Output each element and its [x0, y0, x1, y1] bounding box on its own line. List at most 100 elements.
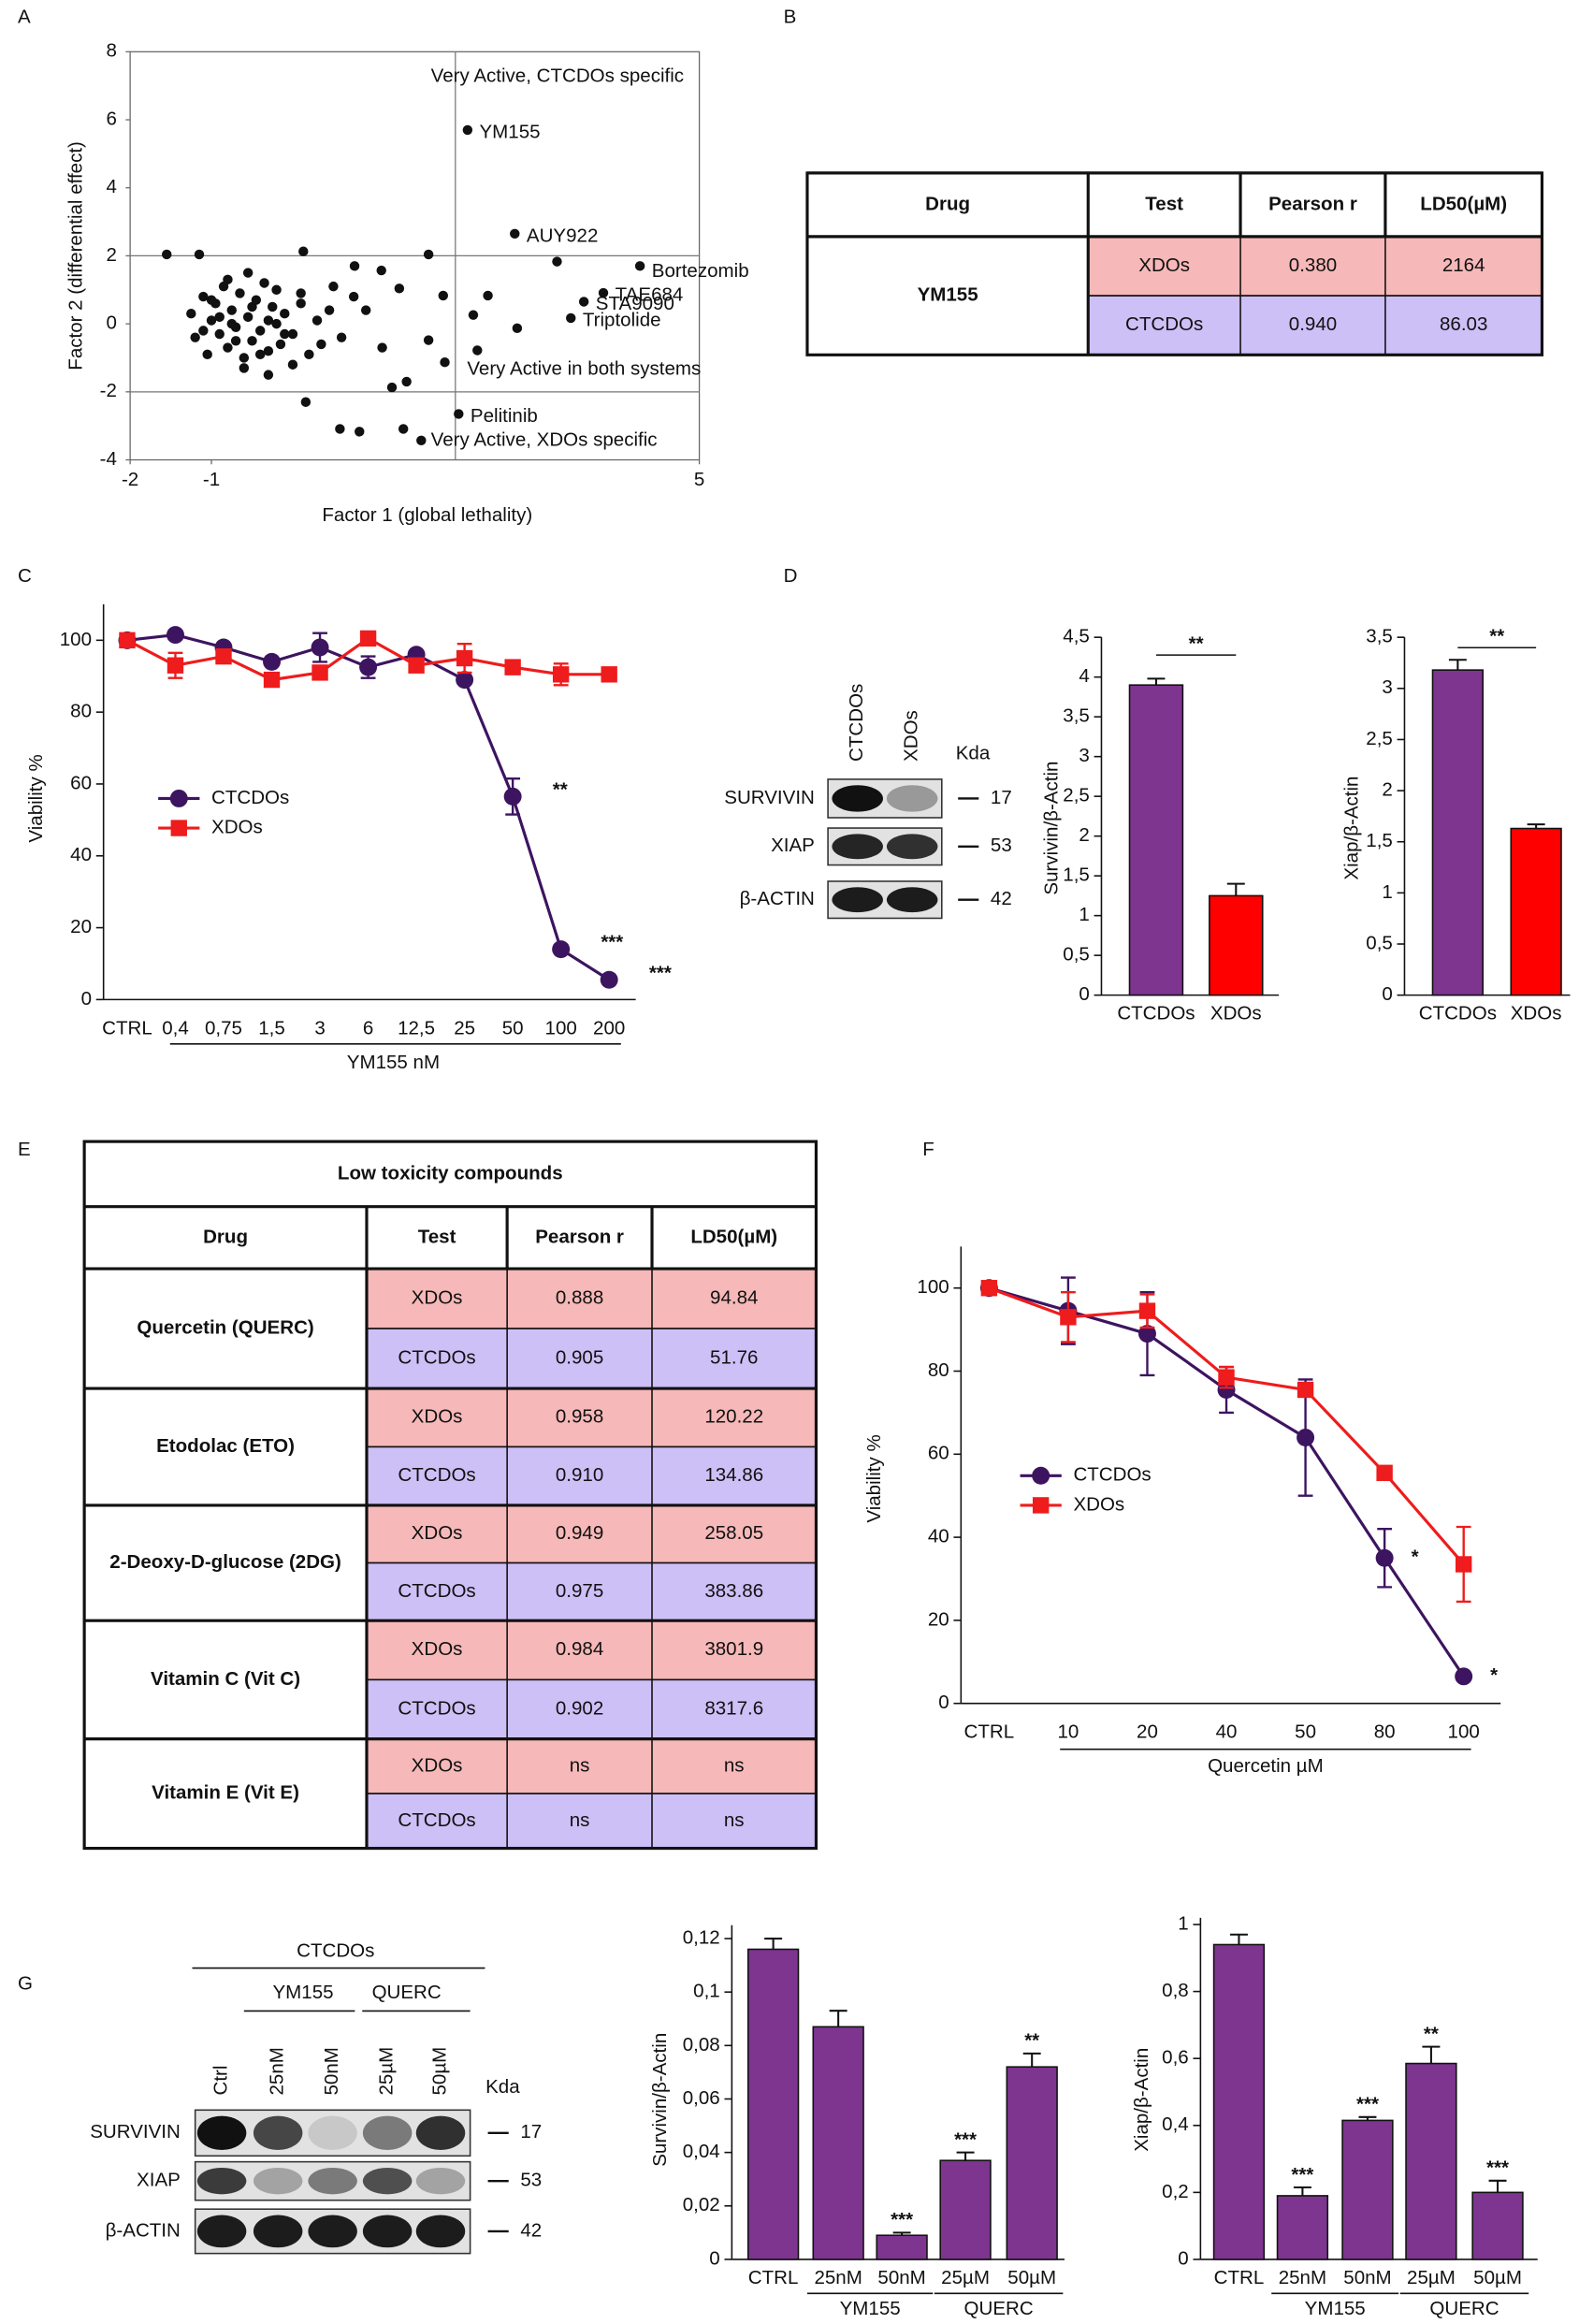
- marker: [1137, 1325, 1156, 1344]
- table-cell: 86.03: [1440, 313, 1487, 335]
- table-cell: XDOs: [412, 1638, 463, 1660]
- point: [247, 301, 257, 312]
- point: [296, 298, 306, 309]
- blot-band: [196, 2215, 247, 2248]
- lane-label: XDOs: [901, 710, 922, 762]
- point: [398, 424, 409, 434]
- table-cell: Quercetin (QUERC): [137, 1316, 313, 1338]
- legend-label: XDOs: [211, 816, 263, 837]
- significance: ***: [649, 962, 672, 983]
- point: [578, 297, 589, 307]
- point: [287, 328, 298, 340]
- point: [324, 305, 335, 315]
- marker: [1060, 1309, 1077, 1326]
- table-cell: 0.975: [556, 1580, 603, 1602]
- legend-marker: [1032, 1466, 1050, 1485]
- y-tick-label: 4,5: [1063, 626, 1090, 647]
- y-tick-label: 100: [60, 629, 92, 650]
- y-tick-label: 2,5: [1063, 785, 1090, 806]
- bar: [1209, 894, 1264, 996]
- panel-label: D: [784, 565, 798, 587]
- x-tick-label: 3: [314, 1017, 325, 1039]
- protein-label: XIAP: [137, 2170, 181, 2191]
- x-tick-label: 50µM: [1007, 2267, 1056, 2288]
- point: [349, 261, 360, 271]
- point: [223, 342, 233, 353]
- blot-band: [832, 785, 883, 812]
- x-tick-label: 10: [1057, 1721, 1079, 1743]
- error-bar: [1422, 2045, 1441, 2064]
- x-group-label: YM155: [1305, 2298, 1366, 2319]
- y-tick-label: 0,6: [1162, 2047, 1189, 2069]
- point: [472, 345, 483, 356]
- y-axis-label: Viability %: [863, 1434, 885, 1522]
- x-tick-label: 5: [694, 469, 704, 490]
- point: [355, 427, 365, 437]
- y-tick-label: 0: [1079, 983, 1089, 1005]
- kda-label: 53: [991, 835, 1012, 856]
- significance: ***: [601, 932, 623, 953]
- marker: [600, 970, 618, 989]
- table-cell: 134.86: [704, 1464, 763, 1486]
- y-tick-label: 0,8: [1162, 1980, 1189, 2001]
- blot-band: [196, 2167, 247, 2195]
- bar: [876, 2234, 928, 2260]
- x-tick-label: CTCDOs: [1419, 1003, 1497, 1024]
- marker: [167, 657, 184, 674]
- bar: [1128, 684, 1184, 996]
- protein-label: β-ACTIN: [740, 888, 815, 909]
- error-bar: [1448, 659, 1467, 671]
- table-header: LD50(µM): [1420, 193, 1507, 214]
- table-cell: 3801.9: [704, 1638, 763, 1660]
- point: [239, 363, 250, 373]
- blot-band: [362, 2115, 413, 2150]
- table-cell: XDOs: [412, 1286, 463, 1308]
- y-tick-label: 6: [106, 108, 116, 129]
- point: [566, 312, 576, 324]
- table-cell: 383.86: [704, 1580, 763, 1602]
- y-tick-label: 8: [106, 40, 116, 62]
- x-tick-label: 20: [1137, 1721, 1158, 1743]
- marker: [215, 647, 232, 665]
- panel-label: A: [18, 6, 31, 27]
- table-cell: CTCDOs: [398, 1464, 475, 1486]
- y-axis-label: Factor 2 (differential effect): [65, 141, 87, 370]
- marker: [503, 787, 522, 806]
- table-cell: 0.888: [556, 1286, 603, 1308]
- point: [483, 290, 493, 301]
- significance: ***: [1486, 2157, 1509, 2179]
- table-frame: [82, 1140, 818, 1851]
- error-bar: [1226, 882, 1245, 896]
- table-cell: 0.984: [556, 1638, 603, 1660]
- point: [280, 308, 290, 319]
- y-tick-label: 2,5: [1366, 728, 1393, 749]
- x-tick-label: 6: [363, 1017, 373, 1039]
- point-label: AUY922: [527, 225, 598, 246]
- point: [360, 305, 371, 315]
- point: [223, 274, 233, 285]
- point-label: TAE684: [616, 284, 684, 306]
- y-tick-label: 0: [106, 312, 116, 334]
- table-cell: 2-Deoxy-D-glucose (2DG): [109, 1551, 341, 1573]
- y-tick-label: 60: [928, 1443, 949, 1464]
- x-tick-label: XDOs: [1511, 1003, 1562, 1024]
- legend-label: CTCDOs: [211, 787, 289, 808]
- significance: ***: [891, 2209, 913, 2230]
- y-tick-label: 0,02: [683, 2194, 720, 2215]
- x-tick-label: 12,5: [398, 1017, 435, 1039]
- y-tick-label: 0,08: [683, 2034, 720, 2055]
- protein-label: SURVIVIN: [90, 2121, 181, 2142]
- x-tick-label: 25: [454, 1017, 475, 1039]
- marker: [456, 671, 474, 690]
- protein-label: β-ACTIN: [106, 2219, 181, 2241]
- blot-band: [362, 2167, 413, 2195]
- point: [296, 288, 306, 298]
- lane-label: 50nM: [321, 2047, 342, 2095]
- y-tick-label: 0,5: [1366, 932, 1393, 953]
- y-tick-label: 0,04: [683, 2141, 720, 2162]
- point: [598, 287, 609, 298]
- bar: [746, 1948, 800, 2260]
- significance: ***: [954, 2128, 977, 2150]
- point: [462, 124, 473, 136]
